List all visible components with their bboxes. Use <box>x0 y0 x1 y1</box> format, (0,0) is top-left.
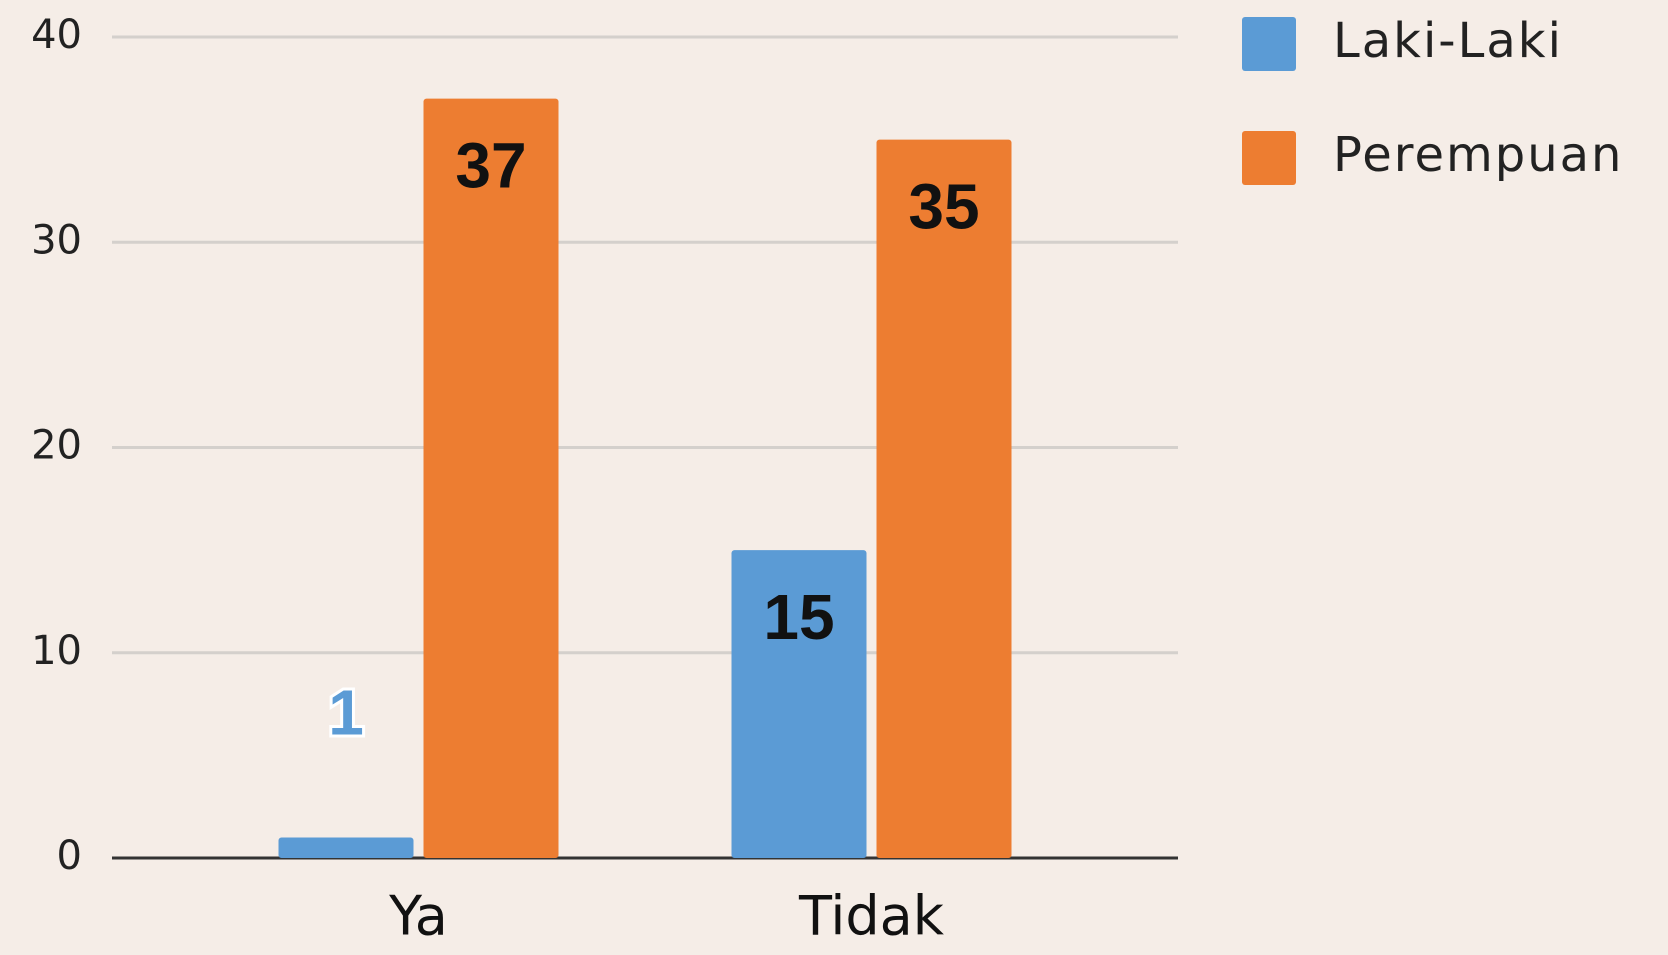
value-label: 15 <box>763 581 834 653</box>
legend-label: Perempuan <box>1333 127 1623 183</box>
y-tick-label: 20 <box>31 423 82 469</box>
y-tick-label: 0 <box>57 833 82 879</box>
y-tick-label: 30 <box>31 217 82 263</box>
x-tick-label: Tidak <box>798 885 945 948</box>
bar <box>423 98 559 858</box>
bar <box>731 550 867 858</box>
bar <box>876 139 1012 858</box>
legend-label: Laki-Laki <box>1333 13 1563 69</box>
value-label: 37 <box>455 129 526 201</box>
value-label: 1 <box>328 676 364 748</box>
y-tick-label: 40 <box>31 12 82 58</box>
bar <box>278 837 414 858</box>
legend-swatch <box>1242 131 1296 185</box>
y-tick-label: 10 <box>31 628 82 674</box>
x-tick-label: Ya <box>388 885 448 948</box>
value-label: 35 <box>908 171 979 243</box>
legend-swatch <box>1242 17 1296 71</box>
